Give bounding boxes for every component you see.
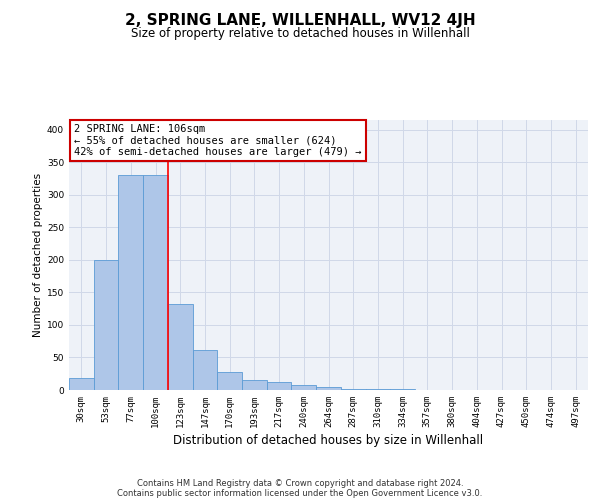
- Bar: [193, 350, 217, 390]
- Bar: [168, 304, 193, 390]
- Text: Contains public sector information licensed under the Open Government Licence v3: Contains public sector information licen…: [118, 488, 482, 498]
- Bar: [69, 378, 94, 390]
- Text: Size of property relative to detached houses in Willenhall: Size of property relative to detached ho…: [131, 28, 469, 40]
- Bar: [292, 386, 316, 390]
- Text: Contains HM Land Registry data © Crown copyright and database right 2024.: Contains HM Land Registry data © Crown c…: [137, 478, 463, 488]
- Bar: [94, 260, 118, 390]
- Bar: [341, 388, 365, 390]
- Y-axis label: Number of detached properties: Number of detached properties: [33, 173, 43, 337]
- Bar: [316, 388, 341, 390]
- X-axis label: Distribution of detached houses by size in Willenhall: Distribution of detached houses by size …: [173, 434, 484, 447]
- Text: 2, SPRING LANE, WILLENHALL, WV12 4JH: 2, SPRING LANE, WILLENHALL, WV12 4JH: [125, 12, 475, 28]
- Bar: [118, 176, 143, 390]
- Bar: [143, 176, 168, 390]
- Bar: [242, 380, 267, 390]
- Bar: [267, 382, 292, 390]
- Bar: [217, 372, 242, 390]
- Text: 2 SPRING LANE: 106sqm
← 55% of detached houses are smaller (624)
42% of semi-det: 2 SPRING LANE: 106sqm ← 55% of detached …: [74, 124, 362, 157]
